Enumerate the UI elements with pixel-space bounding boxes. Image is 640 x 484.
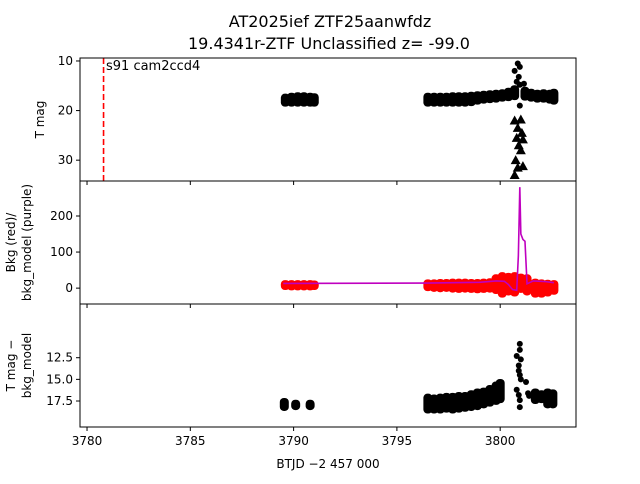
panel-frame-3 [79,303,577,428]
y-tick-label: 0 [65,281,73,295]
y-axis-label: Bkg (red)/ [4,212,18,273]
x-tick-label: 3800 [485,434,516,448]
marker-bin [522,274,532,296]
y-tick-label: 15.0 [46,372,73,386]
data-point [515,362,522,369]
x-tick-label: 3785 [175,434,206,448]
upper-limit-marker [510,155,521,165]
data-point [511,67,518,74]
data-point [520,80,527,87]
y-tick-label: 100 [50,245,73,259]
y-tick-label: 20 [58,104,73,118]
upper-limit-marker [515,145,526,155]
chart-title-line2: 19.4341r-ZTF Unclassified z= -99.0 [188,34,470,53]
bkg-model-line [283,187,554,292]
chart-title-line1: AT2025ief ZTF25aanwfdz [229,12,432,31]
panel-frame-1 [79,57,577,182]
y-axis-label: bkg_model [20,333,34,399]
data-point [517,376,524,383]
data-point [516,102,523,109]
upper-limit-marker [512,122,523,132]
marker-bin [495,378,505,404]
y-tick-label: 30 [58,153,73,167]
y-axis-label: T mag − [4,340,18,393]
y-axis-label: bkg_model (purple) [20,184,34,301]
data-point [523,378,530,385]
x-tick-label: 3795 [382,434,413,448]
y-tick-label: 200 [50,209,73,223]
marker-bin [309,280,319,291]
x-tick-label: 3790 [278,434,309,448]
x-axis-label: BTJD −2 457 000 [276,457,379,471]
upper-limit-marker [511,132,522,142]
marker-bin [279,398,289,411]
y-tick-label: 10 [58,54,73,68]
marker-bin [549,280,559,295]
data-point [526,392,533,399]
upper-limit-marker [516,127,527,137]
upper-limit-marker [512,162,523,172]
y-tick-label: 12.5 [46,351,73,365]
data-point [515,73,522,80]
marker-bin [510,85,520,101]
data-point [516,404,523,411]
data-point [517,356,524,363]
y-axis-label: T mag [33,101,47,140]
marker-bin [309,93,319,107]
x-tick-label: 3780 [72,434,103,448]
data-point [513,352,520,359]
upper-limit-marker [515,114,526,124]
marker-bin [291,399,301,411]
y-tick-label: 17.5 [46,394,73,408]
data-point [513,386,520,393]
data-point [516,340,523,347]
data-point [516,397,523,404]
marker-bin [548,389,558,409]
upper-limit-marker [517,134,528,144]
data-point [515,391,522,398]
data-point [516,63,523,70]
sector-annotation: s91 cam2ccd4 [106,59,200,74]
marker-bin [549,88,559,105]
upper-limit-marker [509,170,520,180]
data-point [516,346,523,353]
marker-bin [305,399,315,411]
